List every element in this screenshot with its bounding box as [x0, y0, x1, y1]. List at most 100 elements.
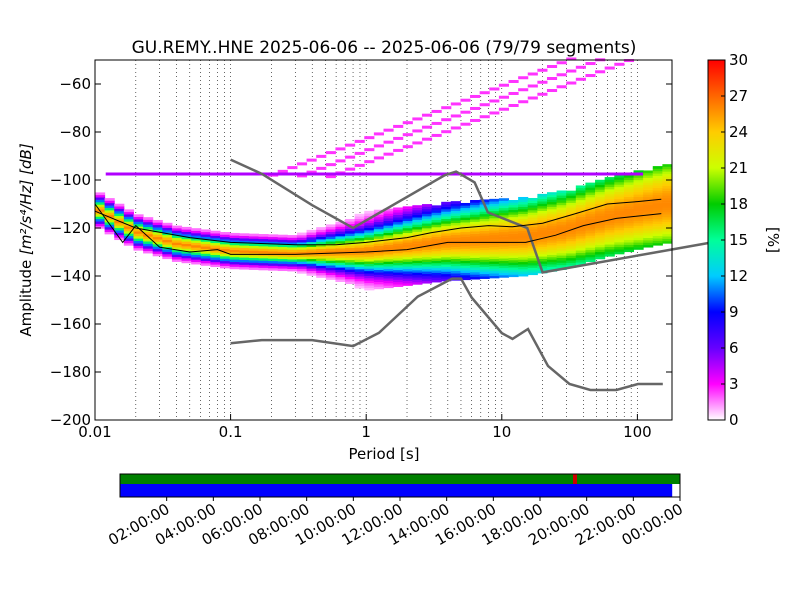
heatmap-cell: [566, 233, 577, 237]
heatmap-cell: [421, 237, 433, 241]
low-noise-model-line: [230, 277, 663, 392]
heatmap-cell: [287, 237, 298, 241]
heatmap-cell: [556, 240, 567, 244]
heatmap-cell: [229, 256, 240, 260]
heatmap-cell: [383, 239, 394, 243]
heatmap-cell: [537, 244, 548, 247]
heatmap-cell: [604, 205, 615, 209]
heatmap-cell: [345, 266, 356, 270]
heatmap-cell: [373, 209, 384, 213]
heatmap-cell: [143, 243, 154, 247]
heatmap-cell: [633, 232, 644, 236]
heatmap-cell: [623, 225, 635, 229]
heatmap-cell: [489, 230, 500, 233]
heatmap-cell: [220, 244, 231, 247]
heatmap-cell: [470, 207, 481, 210]
heatmap-cell: [412, 241, 423, 244]
heatmap-cell: [575, 257, 586, 261]
heatmap-cell: [489, 99, 500, 103]
heatmap-cell: [345, 155, 356, 159]
heatmap-cell: [412, 229, 423, 232]
heatmap-cell: [181, 226, 192, 230]
heatmap-cell: [508, 216, 519, 220]
heatmap-cell: [623, 203, 635, 207]
timeline-data-bar: [120, 484, 673, 497]
heatmap-cell: [450, 249, 461, 252]
heatmap-cell: [556, 233, 567, 237]
heatmap-cell: [537, 261, 548, 264]
heatmap-cell: [316, 251, 327, 254]
heatmap-cell: [306, 246, 317, 250]
x-tick-label: 0.01: [78, 423, 111, 441]
heatmap-cell: [479, 237, 490, 241]
heatmap-cell: [441, 276, 452, 279]
heatmap-cell: [556, 260, 567, 263]
heatmap-cell: [354, 228, 365, 231]
heatmap-cell: [441, 242, 452, 246]
heatmap-cell: [575, 216, 586, 220]
heatmap-cell: [402, 266, 413, 270]
heatmap-cell: [133, 243, 144, 246]
heatmap-cell: [431, 133, 442, 137]
heatmap-cell: [200, 255, 211, 259]
heatmap-cell: [364, 230, 375, 233]
heatmap-cell: [566, 229, 577, 232]
heatmap-cell: [383, 266, 394, 269]
heatmap-cell: [181, 229, 192, 232]
heatmap-cell: [421, 259, 433, 262]
heatmap-cell: [95, 226, 106, 229]
heatmap-cell: [450, 222, 461, 226]
heatmap-cell: [133, 228, 144, 232]
heatmap-cell: [296, 162, 308, 166]
heatmap-cell: [306, 241, 317, 245]
heatmap-cell: [546, 261, 558, 265]
heatmap-cell: [402, 249, 413, 253]
heatmap-cell: [431, 238, 442, 242]
heatmap-cell: [518, 88, 529, 92]
heatmap-cell: [123, 216, 134, 220]
heatmap-cell: [633, 242, 644, 246]
heatmap-cell: [585, 194, 596, 198]
heatmap-cell: [248, 236, 259, 239]
heatmap-cell: [575, 240, 586, 244]
heatmap-cell: [585, 213, 596, 217]
heatmap-cell: [143, 224, 154, 228]
heatmap-cell: [431, 274, 442, 278]
heatmap-cell: [133, 214, 144, 218]
heatmap-cell: [373, 156, 384, 160]
heatmap-cell: [421, 223, 433, 226]
heatmap-cell: [575, 219, 586, 222]
colorbar-tick-label: 15: [729, 231, 748, 249]
heatmap-cell: [335, 236, 346, 239]
heatmap-cell: [460, 260, 471, 264]
heatmap-cell: [537, 68, 548, 72]
heatmap-cell: [652, 197, 663, 200]
heatmap-cell: [604, 232, 615, 235]
heatmap-cell: [566, 81, 577, 85]
heatmap-cell: [335, 262, 346, 266]
heatmap-cell: [412, 210, 423, 213]
heatmap-cell: [373, 276, 384, 280]
heatmap-cell: [508, 262, 519, 266]
heatmap-cell: [383, 256, 394, 260]
heatmap-cell: [354, 237, 365, 241]
heatmap-cell: [441, 254, 452, 258]
heatmap-cell: [306, 265, 317, 269]
heatmap-cell: [575, 233, 586, 237]
heatmap-cell: [470, 231, 481, 234]
heatmap-cell: [652, 180, 663, 184]
heatmap-cell: [470, 221, 481, 225]
heatmap-cell: [383, 237, 394, 241]
heatmap-cell: [162, 234, 173, 238]
heatmap-cell: [393, 255, 404, 259]
heatmap-cell: [546, 194, 558, 198]
heatmap-cell: [114, 218, 125, 221]
heatmap-cell: [431, 229, 442, 233]
heatmap-cell: [171, 232, 183, 236]
y-tick-label: −100: [50, 171, 91, 189]
heatmap-cell: [277, 246, 288, 250]
heatmap-cell: [248, 264, 259, 268]
heatmap-cell: [604, 193, 615, 197]
heatmap-cell: [460, 229, 471, 233]
heatmap-cell: [335, 159, 346, 163]
